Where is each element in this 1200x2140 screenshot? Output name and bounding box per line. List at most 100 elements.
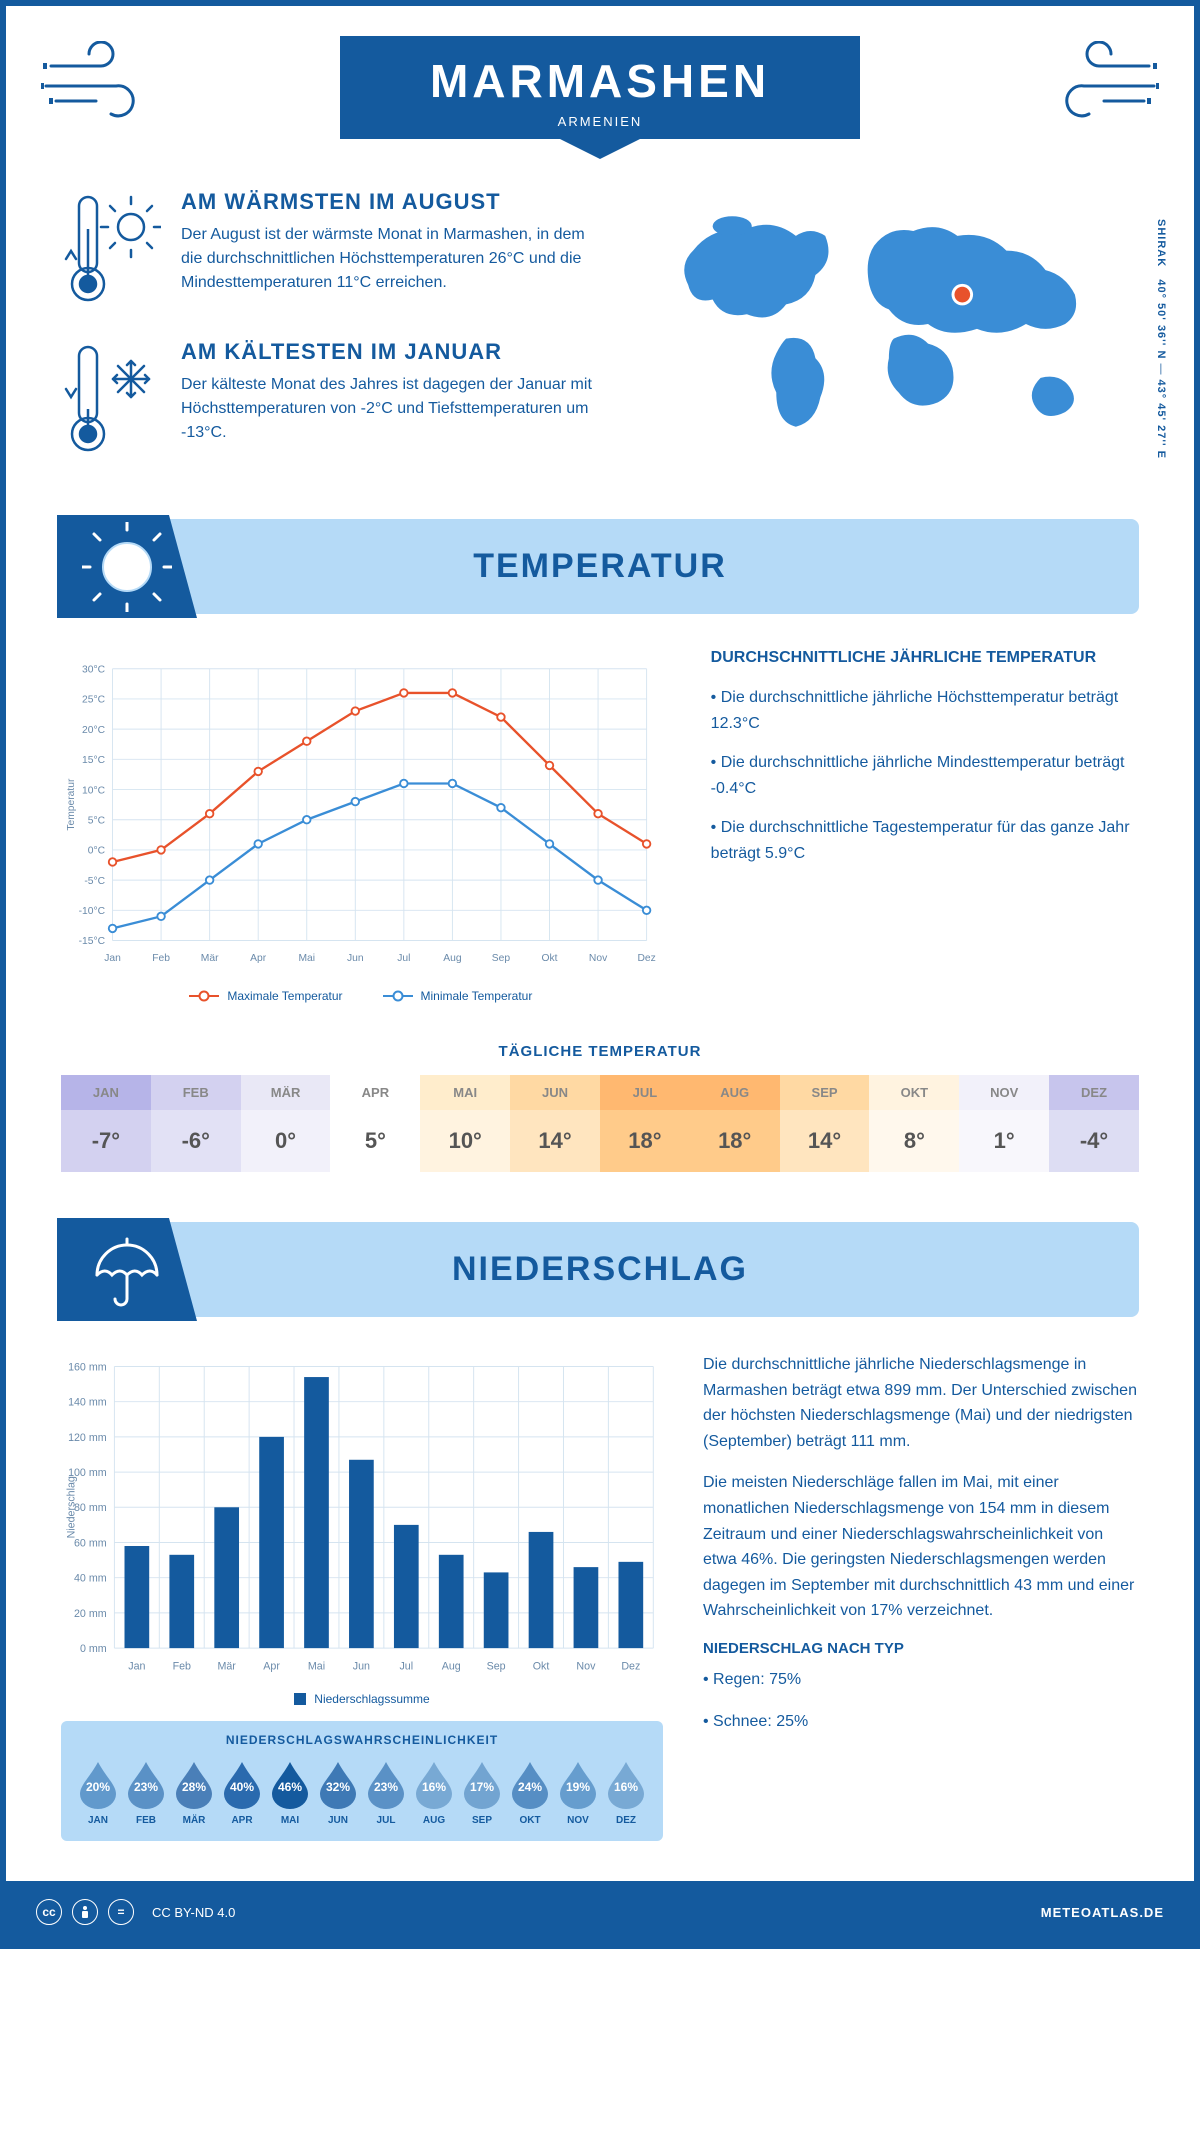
temp-legend: .legend-item:nth-child(1) .legend-line::… — [61, 989, 661, 1003]
daily-table: JAN-7°FEB-6°MÄR0°APR5°MAI10°JUN14°JUL18°… — [61, 1075, 1139, 1172]
svg-text:80 mm: 80 mm — [74, 1502, 107, 1514]
overview-left: AM WÄRMSTEN IM AUGUST Der August ist der… — [61, 189, 599, 489]
precip-chart: 0 mm20 mm40 mm60 mm80 mm100 mm120 mm140 … — [61, 1352, 663, 1682]
precip-type-0: • Regen: 75% — [703, 1667, 1139, 1693]
svg-text:Temperatur: Temperatur — [66, 778, 77, 831]
daily-title: TÄGLICHE TEMPERATUR — [61, 1043, 1139, 1060]
svg-text:Jul: Jul — [399, 1660, 413, 1672]
svg-text:30°C: 30°C — [82, 665, 106, 676]
precip-text-1: Die durchschnittliche jährliche Niedersc… — [703, 1352, 1139, 1454]
coord-region: SHIRAK — [1155, 219, 1167, 267]
overview-right: SHIRAK 40° 50' 36'' N — 43° 45' 27'' E — [649, 189, 1139, 489]
svg-text:Okt: Okt — [541, 953, 557, 964]
wind-icon — [1039, 41, 1159, 131]
svg-text:Niederschlag: Niederschlag — [66, 1476, 78, 1538]
daily-cell: JAN-7° — [61, 1075, 151, 1172]
svg-text:Feb: Feb — [173, 1660, 191, 1672]
precip-title: NIEDERSCHLAG — [452, 1250, 748, 1289]
svg-text:Jun: Jun — [347, 953, 364, 964]
drop-cell: 23%JUL — [364, 1759, 408, 1826]
cold-block: AM KÄLTESTEN IM JANUAR Der kälteste Mona… — [61, 339, 599, 464]
daily-cell: OKT8° — [869, 1075, 959, 1172]
drop-cell: 46%MAI — [268, 1759, 312, 1826]
precip-legend: Niederschlagssumme — [61, 1692, 663, 1706]
svg-text:120 mm: 120 mm — [68, 1432, 107, 1444]
temp-side-title: DURCHSCHNITTLICHE JÄHRLICHE TEMPERATUR — [711, 649, 1139, 667]
precip-section: 0 mm20 mm40 mm60 mm80 mm100 mm120 mm140 … — [61, 1352, 1139, 1841]
daily-cell: FEB-6° — [151, 1075, 241, 1172]
daily-cell: MÄR0° — [241, 1075, 331, 1172]
drop-cell: 23%FEB — [124, 1759, 168, 1826]
page-title: MARMASHEN — [430, 54, 770, 108]
thermometer-sun-icon — [61, 189, 161, 314]
svg-text:Apr: Apr — [263, 1660, 280, 1672]
precip-left: 0 mm20 mm40 mm60 mm80 mm100 mm120 mm140 … — [61, 1352, 663, 1841]
warm-body: Der August ist der wärmste Monat in Marm… — [181, 223, 599, 295]
cold-text: AM KÄLTESTEN IM JANUAR Der kälteste Mona… — [181, 339, 599, 464]
svg-text:Dez: Dez — [637, 953, 655, 964]
svg-text:Mär: Mär — [217, 1660, 236, 1672]
svg-text:-10°C: -10°C — [79, 906, 106, 917]
svg-text:Aug: Aug — [442, 1660, 461, 1672]
drop-cell: 28%MÄR — [172, 1759, 216, 1826]
header: MARMASHEN ARMENIEN — [6, 6, 1194, 189]
precip-type-title: NIEDERSCHLAG NACH TYP — [703, 1640, 1139, 1657]
svg-text:Sep: Sep — [492, 953, 511, 964]
temp-section: -15°C-10°C-5°C0°C5°C10°C15°C20°C25°C30°C… — [61, 649, 1139, 1003]
cc-icon: cc — [36, 1899, 62, 1925]
svg-text:15°C: 15°C — [82, 755, 106, 766]
drop-cell: 16%AUG — [412, 1759, 456, 1826]
daily-cell: AUG18° — [690, 1075, 780, 1172]
umbrella-icon — [57, 1218, 197, 1321]
nd-icon: = — [108, 1899, 134, 1925]
legend-max: .legend-item:nth-child(1) .legend-line::… — [189, 989, 342, 1003]
svg-text:25°C: 25°C — [82, 695, 106, 706]
drop-cell: 32%JUN — [316, 1759, 360, 1826]
content: AM WÄRMSTEN IM AUGUST Der August ist der… — [6, 189, 1194, 1881]
by-icon — [72, 1899, 98, 1925]
temp-bullet-0: • Die durchschnittliche jährliche Höchst… — [711, 685, 1139, 736]
legend-sum: Niederschlagssumme — [294, 1692, 429, 1706]
warm-block: AM WÄRMSTEN IM AUGUST Der August ist der… — [61, 189, 599, 314]
prob-box: NIEDERSCHLAGSWAHRSCHEINLICHKEIT 20%JAN23… — [61, 1721, 663, 1841]
sun-icon — [57, 515, 197, 618]
svg-text:Nov: Nov — [589, 953, 608, 964]
precip-right: Die durchschnittliche jährliche Niedersc… — [703, 1352, 1139, 1841]
temp-banner: TEMPERATUR — [61, 519, 1139, 614]
svg-text:Jan: Jan — [128, 1660, 145, 1672]
page-subtitle: ARMENIEN — [430, 114, 770, 129]
daily-cell: APR5° — [330, 1075, 420, 1172]
temp-bullet-1: • Die durchschnittliche jährliche Mindes… — [711, 750, 1139, 801]
svg-text:20 mm: 20 mm — [74, 1608, 107, 1620]
drop-cell: 16%DEZ — [604, 1759, 648, 1826]
drop-cell: 20%JAN — [76, 1759, 120, 1826]
svg-text:-5°C: -5°C — [84, 876, 105, 887]
drop-cell: 17%SEP — [460, 1759, 504, 1826]
license-text: CC BY-ND 4.0 — [152, 1905, 235, 1920]
svg-text:Jun: Jun — [353, 1660, 370, 1672]
precip-banner: NIEDERSCHLAG — [61, 1222, 1139, 1317]
warm-text: AM WÄRMSTEN IM AUGUST Der August ist der… — [181, 189, 599, 314]
svg-text:0°C: 0°C — [88, 846, 106, 857]
thermometer-snow-icon — [61, 339, 161, 464]
svg-text:-15°C: -15°C — [79, 936, 106, 947]
drops-row: 20%JAN23%FEB28%MÄR40%APR46%MAI32%JUN23%J… — [76, 1759, 648, 1826]
coordinates: SHIRAK 40° 50' 36'' N — 43° 45' 27'' E — [1155, 219, 1167, 459]
precip-text-2: Die meisten Niederschläge fallen im Mai,… — [703, 1470, 1139, 1624]
temp-title: TEMPERATUR — [473, 547, 727, 586]
drop-cell: 24%OKT — [508, 1759, 552, 1826]
svg-text:Okt: Okt — [533, 1660, 550, 1672]
svg-text:5°C: 5°C — [88, 815, 106, 826]
svg-text:Sep: Sep — [487, 1660, 506, 1672]
svg-text:Jan: Jan — [104, 953, 121, 964]
svg-text:Mär: Mär — [201, 953, 219, 964]
svg-text:Jul: Jul — [397, 953, 410, 964]
temp-bullet-2: • Die durchschnittliche Tagestemperatur … — [711, 815, 1139, 866]
drop-cell: 40%APR — [220, 1759, 264, 1826]
daily-cell: MAI10° — [420, 1075, 510, 1172]
prob-title: NIEDERSCHLAGSWAHRSCHEINLICHKEIT — [76, 1733, 648, 1747]
svg-text:Apr: Apr — [250, 953, 267, 964]
daily-cell: DEZ-4° — [1049, 1075, 1139, 1172]
title-banner: MARMASHEN ARMENIEN — [340, 36, 860, 139]
svg-text:Mai: Mai — [308, 1660, 325, 1672]
